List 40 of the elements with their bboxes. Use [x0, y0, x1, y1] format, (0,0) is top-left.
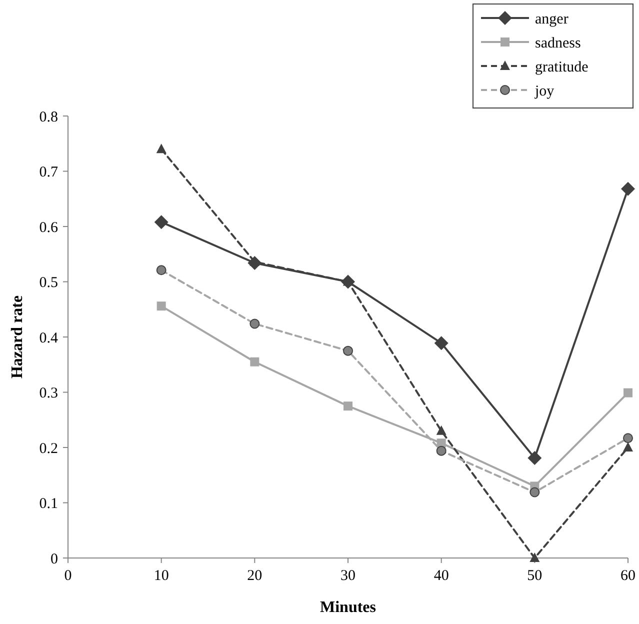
point — [250, 357, 260, 366]
legend-label: gratitude — [535, 59, 589, 76]
point — [436, 446, 446, 456]
point — [528, 451, 542, 465]
point — [434, 336, 448, 350]
y-tick-label: 0.8 — [39, 109, 58, 126]
y-tick-label: 0 — [50, 551, 58, 568]
x-tick-label: 20 — [247, 568, 262, 584]
x-tick-label: 10 — [154, 568, 169, 584]
x-tick-label: 0 — [64, 568, 72, 584]
y-tick-label: 0.2 — [39, 440, 58, 457]
point — [436, 425, 446, 435]
x-axis-title: Minutes — [320, 599, 376, 616]
x-tick-label: 40 — [434, 568, 449, 584]
point — [623, 433, 633, 444]
y-tick-label: 0.3 — [39, 386, 58, 402]
x-tick-label: 50 — [527, 568, 542, 584]
point — [250, 318, 260, 329]
x-tick-label: 60 — [620, 568, 636, 584]
point — [156, 144, 166, 154]
point — [156, 265, 166, 276]
y-tick-label: 0.5 — [39, 275, 58, 291]
y-tick-label: 0.4 — [39, 330, 58, 346]
point — [623, 442, 633, 452]
point — [624, 388, 632, 398]
y-tick-label: 0.6 — [39, 220, 58, 236]
y-axis-title: Hazard rate — [9, 295, 26, 379]
y-tick-label: 0.7 — [39, 164, 58, 180]
point — [344, 402, 352, 411]
point — [343, 346, 353, 356]
point — [156, 302, 166, 311]
y-tick-label: 0.1 — [39, 496, 58, 512]
legend-label: sadness — [535, 35, 581, 52]
legend-label: joy — [534, 83, 555, 100]
point — [621, 182, 635, 196]
point — [154, 215, 168, 230]
legend-label: anger — [535, 11, 568, 28]
point — [530, 552, 540, 562]
x-tick-label: 30 — [340, 568, 356, 584]
point — [530, 487, 540, 498]
